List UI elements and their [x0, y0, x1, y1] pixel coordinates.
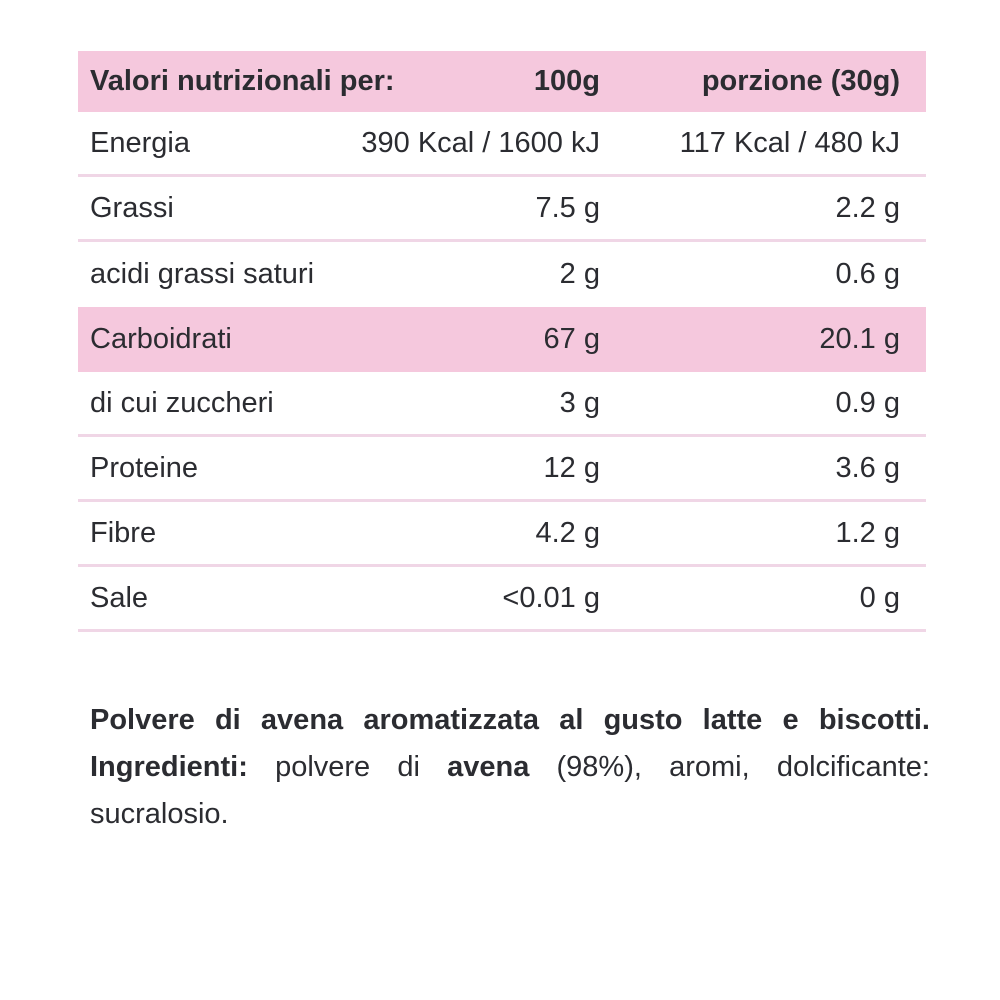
ingredients-line: Ingredienti: polvere di avena (98%), aro…: [90, 744, 930, 791]
row-label: acidi grassi saturi: [90, 258, 315, 290]
row-value-portion: 3.6 g: [835, 451, 901, 484]
table-header-row: Valori nutrizionali per: 100g porzione (…: [78, 51, 926, 112]
ingredients-bold-word: avena: [447, 751, 530, 783]
table-row: Sale <0.01 g 0 g: [78, 567, 926, 632]
row-label: Proteine: [90, 451, 199, 484]
description-line: Polvere di avena aromatizzata al gusto l…: [90, 704, 930, 736]
row-label: di cui zuccheri: [90, 386, 274, 419]
row-value-100g: 390 Kcal / 1600 kJ: [361, 126, 600, 159]
table-row: Fibre 4.2 g 1.2 g: [78, 502, 926, 567]
row-value-100g: <0.01 g: [502, 581, 600, 614]
row-label: Energia: [90, 126, 190, 159]
row-value-100g: 67 g: [543, 323, 600, 355]
nutrition-table: Valori nutrizionali per: 100g porzione (…: [78, 51, 926, 632]
ingredients-segment: (98%), aromi, dolcificante:: [556, 751, 930, 783]
row-value-100g: 12 g: [543, 451, 600, 484]
row-label: Sale: [90, 581, 149, 614]
table-row: Carboidrati 67 g 20.1 g: [78, 307, 926, 372]
header-title: Valori nutrizionali per:: [90, 65, 395, 97]
row-value-portion: 2.2 g: [835, 191, 901, 224]
ingredients-paragraph: Polvere di avena aromatizzata al gusto l…: [90, 697, 930, 838]
header-col-portion: porzione (30g): [701, 65, 900, 97]
row-value-100g: 4.2 g: [535, 516, 601, 549]
row-value-portion: 117 Kcal / 480 kJ: [679, 126, 900, 159]
table-row: acidi grassi saturi 2 g 0.6 g: [78, 242, 926, 307]
ingredients-segment: polvere di: [275, 751, 420, 783]
row-label: Carboidrati: [90, 323, 232, 355]
row-value-portion: 1.2 g: [835, 516, 901, 549]
header-col-100g: 100g: [533, 65, 600, 97]
row-label: Grassi: [90, 191, 174, 224]
row-label: Fibre: [90, 516, 157, 549]
row-value-100g: 7.5 g: [535, 191, 601, 224]
row-value-portion: 0.6 g: [835, 258, 901, 290]
row-value-100g: 3 g: [559, 386, 600, 419]
row-value-portion: 0 g: [859, 581, 900, 614]
ingredients-last-line: sucralosio.: [90, 798, 229, 830]
table-row: Grassi 7.5 g 2.2 g: [78, 177, 926, 242]
table-row: Energia 390 Kcal / 1600 kJ 117 Kcal / 48…: [78, 112, 926, 177]
table-row: di cui zuccheri 3 g 0.9 g: [78, 372, 926, 437]
ingredients-label: Ingredienti:: [90, 751, 248, 783]
row-value-portion: 0.9 g: [835, 386, 901, 419]
row-value-portion: 20.1 g: [819, 323, 900, 355]
row-value-100g: 2 g: [559, 258, 600, 290]
table-row: Proteine 12 g 3.6 g: [78, 437, 926, 502]
